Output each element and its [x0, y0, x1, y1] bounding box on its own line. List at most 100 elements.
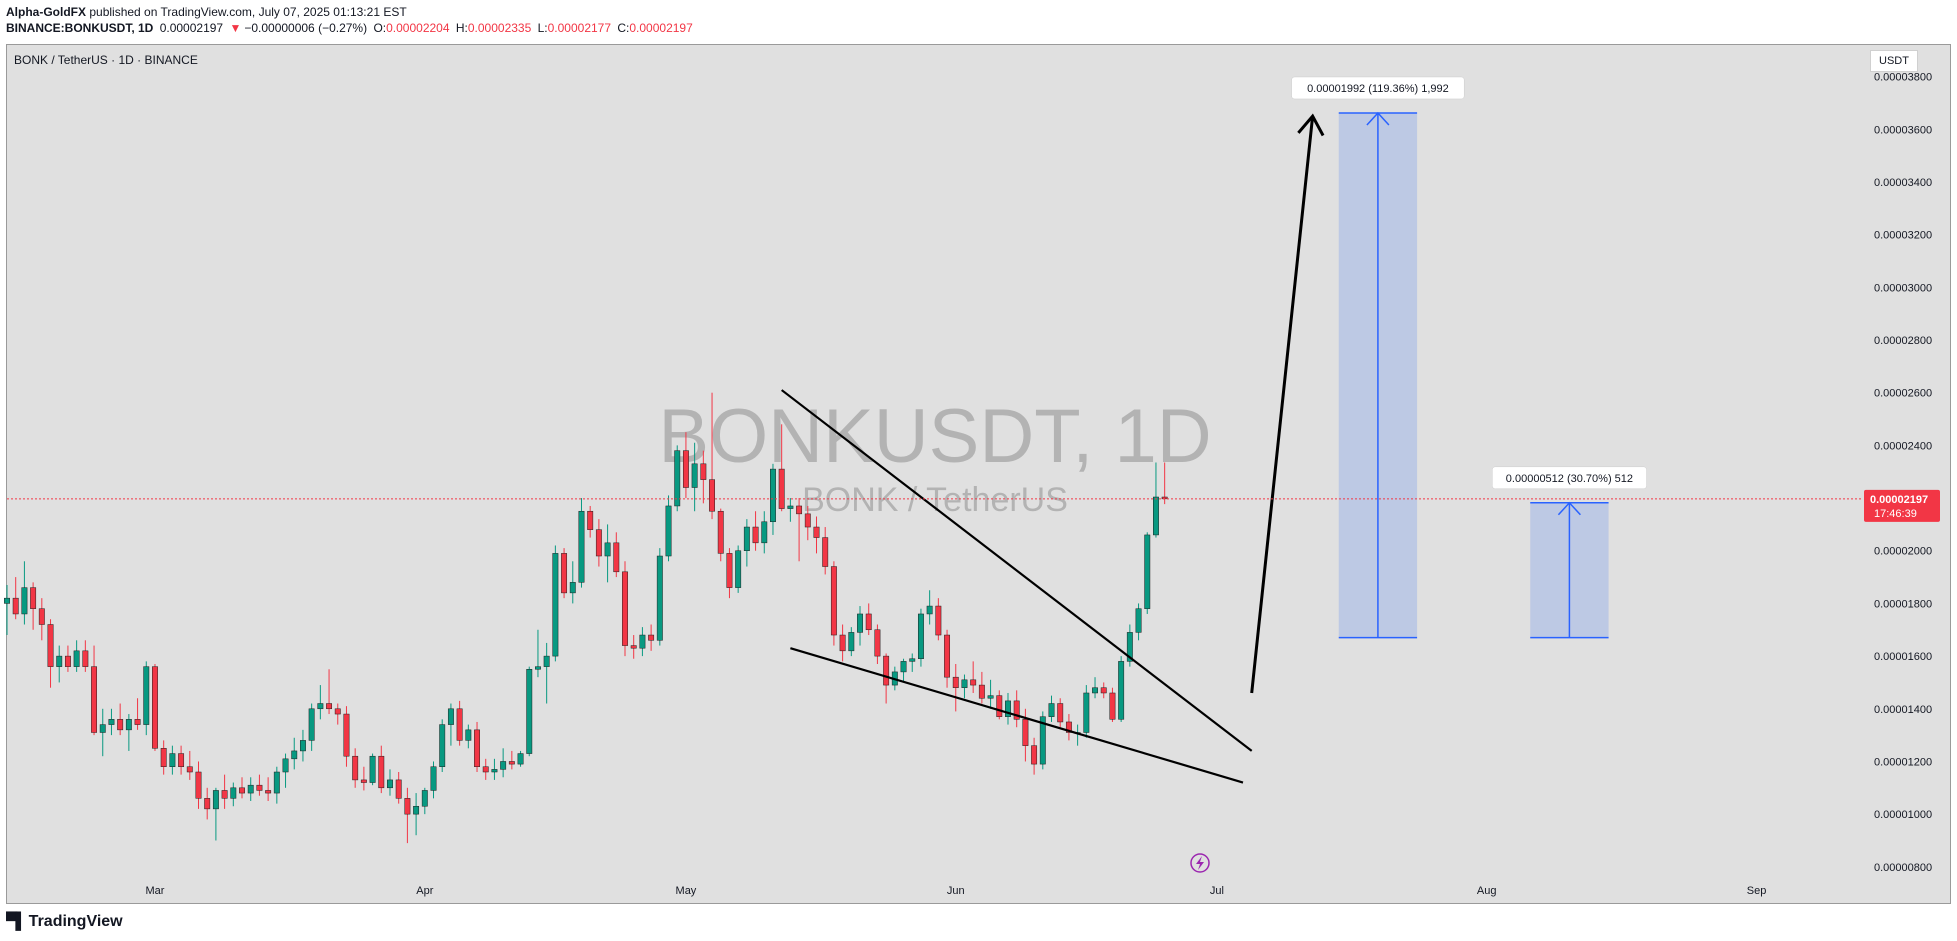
brand-name: TradingView	[28, 913, 123, 930]
time-tick-label: Mar	[145, 885, 164, 897]
high-label: H:	[455, 21, 468, 35]
candle-body	[1135, 608, 1142, 633]
candle-body	[709, 479, 715, 512]
candle-body	[874, 629, 881, 657]
candle-body	[648, 634, 655, 641]
candle-body	[1109, 692, 1116, 720]
candle-body	[796, 505, 803, 515]
candle-body	[1092, 687, 1098, 694]
candle-body	[308, 708, 315, 741]
price-tick-label: 0.00001800	[1874, 598, 1932, 610]
low-value: 0.00002177	[547, 21, 612, 35]
ohlc-line: BINANCE:BONKUSDT, 1D 0.00002197 ▼ −0.0000…	[6, 20, 696, 36]
candles	[4, 392, 1168, 844]
time-tick-label: Jun	[947, 885, 965, 897]
currency-button[interactable]: USDT	[1870, 50, 1918, 72]
candle-body	[221, 790, 228, 799]
bar-countdown: 17:46:39	[1874, 508, 1917, 520]
candle-body	[38, 608, 45, 625]
candle-body	[630, 645, 637, 649]
price-axis[interactable]: 0.00003800 0.00003600 0.00003400 0.00003200…	[1874, 72, 1932, 874]
candle-body	[230, 787, 237, 799]
candle-body	[569, 582, 576, 594]
price-tick-label: 0.00003600	[1874, 124, 1932, 136]
tradingview-brand[interactable]: ▀▌ TradingView	[6, 913, 123, 931]
time-axis[interactable]: Mar Apr May Jun Jul Aug Sep	[145, 885, 1766, 897]
candle-body	[804, 513, 811, 528]
candle-body	[21, 587, 28, 615]
candle-body	[117, 719, 124, 731]
candle-body	[813, 526, 820, 538]
candle-body	[369, 755, 376, 783]
projection-arrow-line	[1250, 115, 1315, 694]
candle-body	[1031, 745, 1038, 765]
measure-label-small: 0.00000512 (30.70%) 512	[1506, 473, 1633, 485]
publish-header: Alpha-GoldFX published on TradingView.co…	[6, 4, 696, 36]
candle-body	[682, 450, 689, 488]
time-tick-label: Aug	[1477, 885, 1497, 897]
open-label: O:	[373, 21, 387, 35]
candle-body	[700, 463, 707, 480]
candle-body	[491, 769, 498, 773]
candle-body	[343, 713, 350, 757]
measure-label-big: 0.00001992 (119.36%) 1,992	[1307, 83, 1449, 95]
lightning-icon[interactable]	[1190, 853, 1210, 873]
candle-body	[247, 784, 254, 794]
candle-body	[996, 695, 1003, 717]
candle-body	[474, 729, 480, 767]
candle-body	[587, 510, 594, 530]
candle-body	[12, 597, 19, 615]
candle-body	[160, 748, 167, 767]
candle-body	[1039, 716, 1046, 765]
candle-body	[378, 755, 385, 789]
candle-body	[4, 597, 10, 604]
candle-body	[334, 708, 341, 715]
measure-label-box	[1291, 76, 1465, 100]
price-tick-label: 0.00001200	[1874, 756, 1932, 768]
down-arrow-icon: ▼	[229, 21, 242, 35]
measure-label-box	[1492, 466, 1647, 490]
candle-body	[674, 450, 681, 507]
publisher-name[interactable]: Alpha-GoldFX	[6, 5, 86, 19]
candle-body	[761, 521, 768, 544]
candle-body	[726, 553, 733, 588]
candle-body	[952, 676, 959, 688]
wedge-upper-trendline	[781, 389, 1253, 752]
candle-body	[665, 505, 672, 557]
candle-body	[1126, 632, 1133, 662]
candle-body	[56, 655, 63, 667]
candle-body	[1144, 534, 1151, 609]
candle-body	[543, 655, 550, 667]
candle-body	[125, 719, 132, 731]
candle-body	[195, 771, 202, 799]
symbol-name: BINANCE:BONKUSDT, 1D	[6, 21, 154, 35]
candle-body	[143, 666, 150, 725]
candle-body	[169, 753, 176, 767]
candle-body	[178, 753, 185, 767]
candle-body	[743, 526, 750, 551]
candle-body	[212, 790, 219, 810]
candle-body	[926, 605, 933, 615]
symbol-description: BONK / TetherUS · 1D · BINANCE	[14, 53, 198, 67]
time-tick-label: Jul	[1210, 885, 1224, 897]
price-tick-label: 0.00001000	[1874, 809, 1932, 821]
candle-body	[752, 526, 759, 544]
measure-arrow-head	[1366, 111, 1390, 126]
candle-body	[404, 798, 411, 815]
candle-body	[1013, 700, 1020, 720]
candle-body	[622, 571, 628, 646]
watermark-title: BONKUSDT, 1D	[658, 394, 1211, 479]
candle-body	[717, 510, 724, 554]
candle-body	[204, 798, 211, 810]
wedge-lower-trendline	[790, 647, 1244, 784]
current-price-value: 0.00002197	[1870, 494, 1928, 506]
candle-body	[535, 666, 541, 670]
candle-body	[430, 766, 437, 791]
candle-body	[770, 468, 776, 523]
open-value: 0.00002204	[386, 21, 450, 35]
price-tick-label: 0.00002400	[1874, 440, 1932, 452]
low-label: L:	[537, 21, 548, 35]
measure-targets[interactable]: 0.00001992 (119.36%) 1,992 0.00000512 (30…	[1291, 76, 1647, 639]
drawings[interactable]	[781, 113, 1325, 784]
